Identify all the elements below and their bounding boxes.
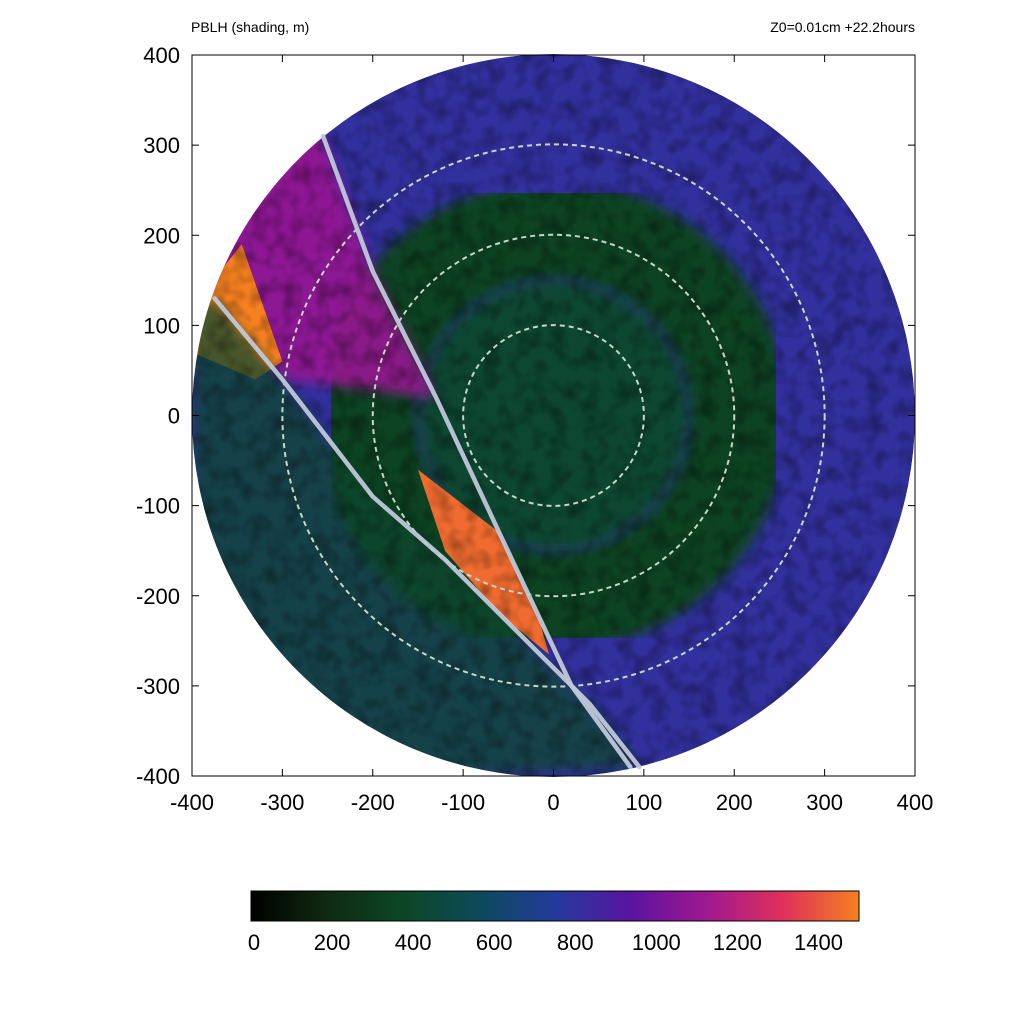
colorbar-tick-label: 1200: [713, 930, 762, 955]
colorbar-tick-label: 600: [476, 930, 513, 955]
x-tick-label: 400: [897, 790, 934, 815]
colorbar-tick-label: 800: [557, 930, 594, 955]
boundary-line: [320, 133, 633, 770]
colorbar-tick-label: 400: [395, 930, 432, 955]
x-tick-label: 200: [716, 790, 753, 815]
range-ring: [462, 324, 645, 507]
y-tick-label: 100: [143, 313, 180, 338]
x-tick-label: -200: [351, 790, 395, 815]
x-tick-label: -300: [260, 790, 304, 815]
y-tick-label: -300: [136, 674, 180, 699]
chart-title: PBLH (shading, m): [191, 19, 310, 35]
range-ring: [371, 233, 736, 598]
y-tick-label: -100: [136, 494, 180, 519]
y-tick-label: 300: [143, 133, 180, 158]
y-tick-label: 0: [168, 404, 180, 429]
y-tick-label: -400: [136, 764, 180, 789]
colorbar-tick-label: 1000: [632, 930, 681, 955]
time-annotation: Z0=0.01cm +22.2hours: [770, 19, 915, 35]
colorbar: 0 200 400 600 800 1000 1200 1400: [248, 890, 860, 955]
plot-area: [192, 54, 915, 777]
axes: -400 -300 -200 -100 0 100 200 300 400 400 300 200 10…: [136, 43, 933, 815]
colorbar-tick-label: 0: [248, 930, 260, 955]
x-tick-label: 300: [806, 790, 843, 815]
x-tick-label: -400: [170, 790, 214, 815]
y-tick-label: 200: [143, 223, 180, 248]
colorbar-tick-label: 200: [314, 930, 351, 955]
x-tick-label: 100: [626, 790, 663, 815]
colorbar-tick-label: 1400: [794, 930, 843, 955]
x-tick-label: -100: [441, 790, 485, 815]
y-tick-label: 400: [143, 43, 180, 68]
range-ring: [281, 143, 826, 688]
boundary-line: [212, 296, 642, 770]
x-tick-label: 0: [547, 790, 559, 815]
y-tick-label: -200: [136, 584, 180, 609]
colorbar-scale: [250, 890, 860, 922]
